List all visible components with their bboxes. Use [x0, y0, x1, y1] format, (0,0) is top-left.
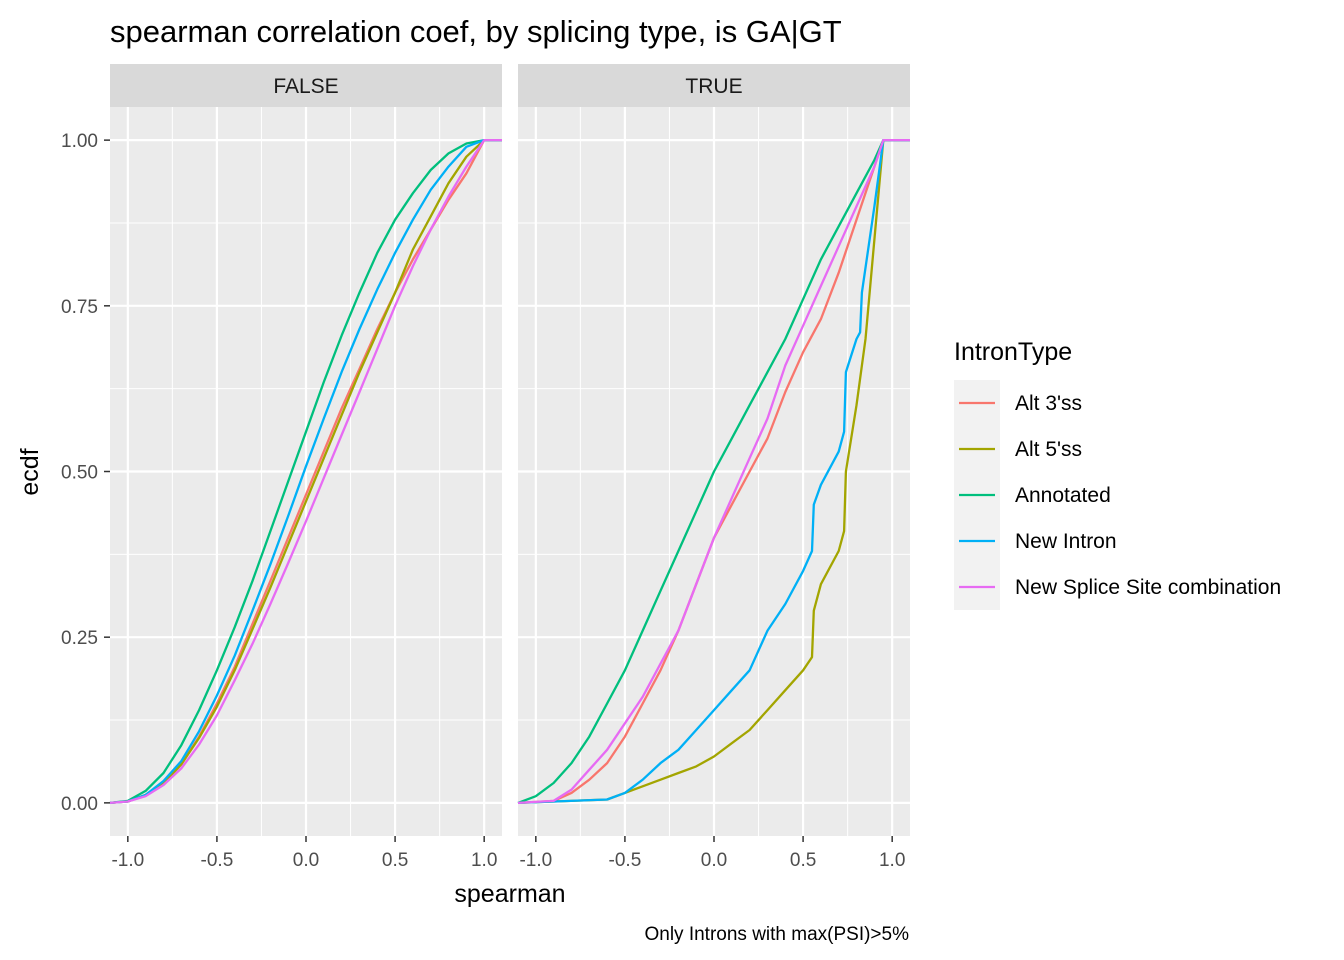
y-tick-label: 0.00: [61, 794, 98, 815]
facet-strip-label: TRUE: [685, 75, 742, 98]
x-tick-label: 0.0: [293, 850, 319, 871]
x-tick-label: -1.0: [519, 850, 552, 871]
facet-panel-false: FALSE -1.0 -0.5 0.0 0.5 1.0 0.00 0.25 0.50 0.75 1.…: [61, 64, 502, 871]
y-tick-label: 0.75: [61, 297, 98, 318]
facet-strip-label: FALSE: [273, 75, 338, 98]
y-tick-label: 1.00: [61, 131, 98, 152]
ecdf-line-true-new-splice-site-combination: [517, 138, 910, 805]
ecdf-line-true-annotated: [517, 138, 910, 804]
ecdf-line-true-new-intron: [517, 138, 910, 805]
facet-strip: [518, 64, 910, 107]
facet-panels: FALSE -1.0 -0.5 0.0 0.5 1.0 0.00 0.25 0.50 0.75 1.…: [61, 64, 910, 871]
x-axis-title: spearman: [454, 880, 565, 908]
x-tick-label: 0.0: [701, 850, 727, 871]
ecdf-line-true-alt-5-ss: [517, 138, 910, 805]
y-axis-title: ecdf: [16, 448, 44, 495]
legend-label: New Intron: [1015, 530, 1117, 553]
y-tick-label: 0.50: [61, 463, 98, 484]
legend: Alt 3'ss Alt 5'ss Annotated New Intron New S…: [954, 380, 1281, 610]
x-tick-label: 0.5: [382, 850, 408, 871]
facet-panel-true: TRUE -1.0 -0.5 0.0 0.5 1.0: [517, 64, 910, 871]
ecdf-line-false-new-splice-site-combination: [109, 138, 502, 805]
y-tick-label: 0.25: [61, 628, 98, 649]
x-tick-label: -1.0: [111, 850, 144, 871]
chart-title: spearman correlation coef, by splicing t…: [110, 14, 842, 49]
x-tick-label: 0.5: [790, 850, 816, 871]
x-tick-label: -0.5: [201, 850, 234, 871]
legend-label: New Splice Site combination: [1015, 576, 1281, 599]
ecdf-line-true-alt-3-ss: [517, 138, 910, 805]
legend-title: IntronType: [954, 338, 1072, 366]
ecdf-line-false-annotated: [109, 138, 502, 805]
legend-label: Alt 3'ss: [1015, 392, 1082, 415]
x-tick-label: 1.0: [879, 850, 905, 871]
x-tick-label: 1.0: [471, 850, 497, 871]
legend-label: Annotated: [1015, 484, 1111, 507]
x-tick-label: -0.5: [609, 850, 642, 871]
ecdf-line-false-alt-5-ss: [109, 138, 502, 805]
ecdf-line-false-new-intron: [109, 138, 502, 805]
legend-label: Alt 5'ss: [1015, 438, 1082, 461]
facet-strip: [110, 64, 502, 107]
chart-caption: Only Introns with max(PSI)>5%: [644, 924, 909, 945]
